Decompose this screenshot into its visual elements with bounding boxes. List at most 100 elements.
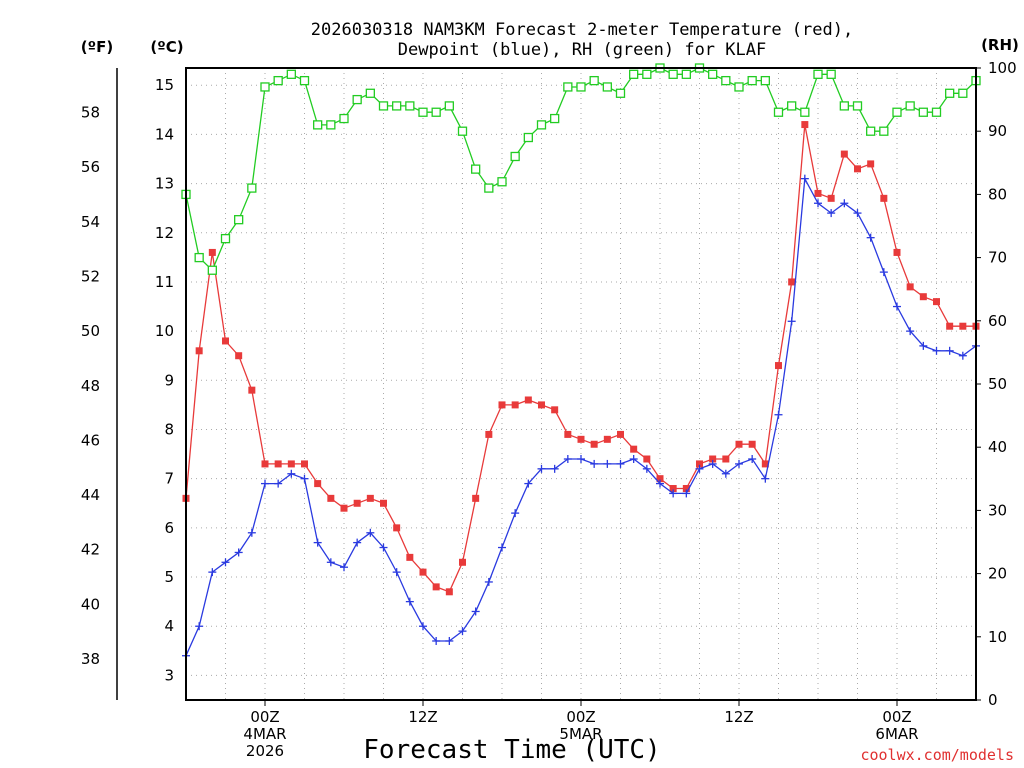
celsius-tick-label: 3 xyxy=(164,666,174,684)
rh-point xyxy=(787,101,797,111)
temperature-point xyxy=(472,494,480,502)
temperature-point xyxy=(314,480,322,488)
temperature-point xyxy=(840,150,848,158)
rh-point xyxy=(800,107,810,117)
rh-point xyxy=(220,233,231,244)
rh-tick-label: 60 xyxy=(988,312,1007,330)
temperature-point xyxy=(893,248,901,256)
dewpoint-point xyxy=(300,474,309,483)
temperature-point xyxy=(854,165,861,173)
rh-tick-label: 70 xyxy=(988,249,1007,267)
rh-point xyxy=(523,132,533,143)
temperature-point xyxy=(919,293,927,301)
temperature-point xyxy=(775,362,782,370)
credit-link[interactable]: coolwx.com/models xyxy=(860,746,1014,764)
temperature-point xyxy=(406,553,414,561)
temperature-point xyxy=(617,430,624,438)
rh-point xyxy=(286,69,296,79)
rh-tick-label: 40 xyxy=(988,438,1007,456)
temperature-point xyxy=(880,194,888,202)
dewpoint-point xyxy=(484,577,493,586)
temperature-point xyxy=(959,322,967,330)
fahrenheit-tick-label: 58 xyxy=(81,104,100,122)
temperature-point xyxy=(511,401,519,409)
dewpoint-point xyxy=(274,479,283,488)
rh-point xyxy=(444,101,454,111)
temperature-point xyxy=(353,499,361,507)
dewpoint-point xyxy=(326,558,335,567)
temperature-point xyxy=(709,455,717,463)
dewpoint-point xyxy=(366,528,375,537)
rh-point xyxy=(852,101,863,111)
fahrenheit-tick-label: 46 xyxy=(81,431,100,449)
rh-point xyxy=(708,69,718,79)
temperature-point xyxy=(551,406,559,414)
dewpoint-point xyxy=(735,459,743,468)
dewpoint-point xyxy=(879,268,888,277)
x-tick-label: 00Z xyxy=(566,708,595,726)
dewpoint-point xyxy=(814,199,822,208)
temperature-point xyxy=(669,485,677,493)
rh-point xyxy=(194,252,204,263)
rh-point xyxy=(273,75,283,86)
dewpoint-point xyxy=(313,538,322,547)
grid-lines xyxy=(186,68,976,700)
temperature-point xyxy=(761,460,769,468)
dewpoint-point xyxy=(221,558,230,567)
dewpoint-point xyxy=(445,636,454,645)
dewpoint-point xyxy=(616,459,625,468)
dewpoint-point xyxy=(695,464,704,473)
dewpoint-point xyxy=(761,474,770,483)
rh-point xyxy=(629,69,639,79)
celsius-tick-label: 7 xyxy=(164,470,174,488)
chart-title-line1: 2026030318 NAM3KM Forecast 2-meter Tempe… xyxy=(311,20,853,40)
x-tick-label: 2026 xyxy=(246,742,284,760)
dewpoint-point xyxy=(866,233,875,242)
rh-point xyxy=(576,82,586,92)
dewpoint-point xyxy=(234,548,243,557)
temperature-point xyxy=(538,401,545,409)
dewpoint-point xyxy=(800,174,809,183)
celsius-tick-label: 10 xyxy=(155,322,174,340)
temperature-point xyxy=(867,160,875,168)
temperature-point xyxy=(274,460,282,468)
dewpoint-point xyxy=(537,464,546,473)
rh-point xyxy=(510,151,520,162)
rh-point xyxy=(497,177,507,187)
temperature-point xyxy=(380,499,387,507)
rh-point xyxy=(339,113,349,124)
temperature-point xyxy=(735,440,743,448)
celsius-tick-label: 15 xyxy=(155,76,174,94)
temperature-point xyxy=(827,194,835,202)
temperature-point xyxy=(577,435,585,443)
celsius-tick-label: 12 xyxy=(155,224,174,242)
dewpoint-point xyxy=(669,489,678,498)
dewpoint-point xyxy=(511,509,520,518)
temperature-point xyxy=(459,558,466,566)
fahrenheit-tick-label: 54 xyxy=(81,213,100,231)
temperature-point xyxy=(643,455,651,463)
dewpoint-point xyxy=(392,568,401,577)
temperature-point xyxy=(590,440,598,448)
chart-title-line2: Dewpoint (blue), RH (green) for KLAF xyxy=(398,40,766,60)
rh-point xyxy=(721,75,731,86)
temperature-point xyxy=(261,460,269,468)
fahrenheit-tick-label: 50 xyxy=(81,322,100,340)
temperature-point xyxy=(946,322,954,330)
temperature-point xyxy=(656,475,664,483)
dewpoint-point xyxy=(340,563,348,572)
temperature-point xyxy=(906,283,914,291)
rh-point xyxy=(471,164,481,174)
rh-point xyxy=(905,101,915,111)
temperature-point xyxy=(498,401,506,409)
rh-point xyxy=(392,101,402,111)
temperature-point xyxy=(933,298,940,306)
rh-point xyxy=(457,126,468,136)
fahrenheit-tick-label: 48 xyxy=(81,377,100,395)
rh-point xyxy=(563,82,573,92)
rh-tick-label: 30 xyxy=(988,501,1007,519)
temperature-point xyxy=(603,435,611,443)
rh-point xyxy=(299,75,310,86)
temperature-point xyxy=(235,352,243,360)
rh-point xyxy=(839,101,849,111)
